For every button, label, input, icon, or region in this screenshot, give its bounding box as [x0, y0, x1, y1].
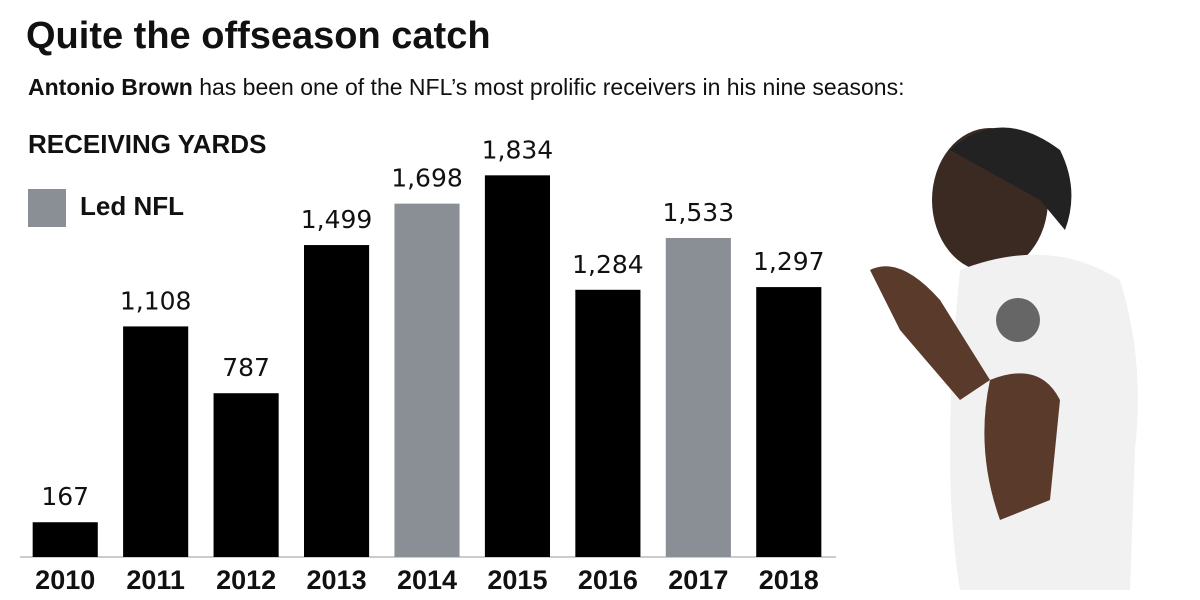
subtitle-text: has been one of the NFL’s most prolific …	[199, 74, 904, 100]
value-label: 1,284	[572, 250, 644, 279]
chart-title: Quite the offseason catch	[26, 15, 491, 57]
x-tick-label: 2010	[35, 565, 95, 595]
bar	[32, 522, 98, 557]
bar	[484, 175, 551, 558]
player-photo	[870, 127, 1138, 590]
bar	[123, 326, 189, 557]
value-label: 1,499	[301, 205, 373, 234]
x-tick-label: 2011	[126, 565, 185, 595]
value-label: 1,297	[753, 247, 825, 276]
value-label: 1,533	[663, 198, 735, 227]
subtitle-lead: Antonio Brown	[28, 74, 193, 100]
value-label: 1,698	[391, 164, 463, 193]
bar	[213, 393, 279, 557]
bar	[665, 237, 731, 557]
bar	[756, 287, 822, 557]
x-tick-label: 2013	[307, 565, 367, 595]
chart-label: RECEIVING YARDS	[28, 129, 266, 159]
x-tick-label: 2018	[759, 565, 819, 595]
chart-subtitle: Antonio Brown has been one of the NFL’s …	[28, 74, 904, 100]
legend-swatch	[28, 189, 66, 227]
x-tick-label: 2015	[487, 565, 547, 595]
bar	[575, 289, 641, 557]
legend-label: Led NFL	[80, 191, 184, 221]
value-label: 787	[222, 353, 270, 382]
value-label: 167	[41, 482, 89, 511]
value-label: 1,108	[120, 286, 192, 315]
x-tick-label: 2016	[578, 565, 638, 595]
x-tick-label: 2012	[216, 565, 276, 595]
x-tick-label: 2017	[668, 565, 728, 595]
bar	[394, 203, 460, 557]
value-label: 1,834	[482, 135, 554, 164]
bar	[303, 245, 370, 557]
x-tick-label: 2014	[397, 565, 457, 595]
